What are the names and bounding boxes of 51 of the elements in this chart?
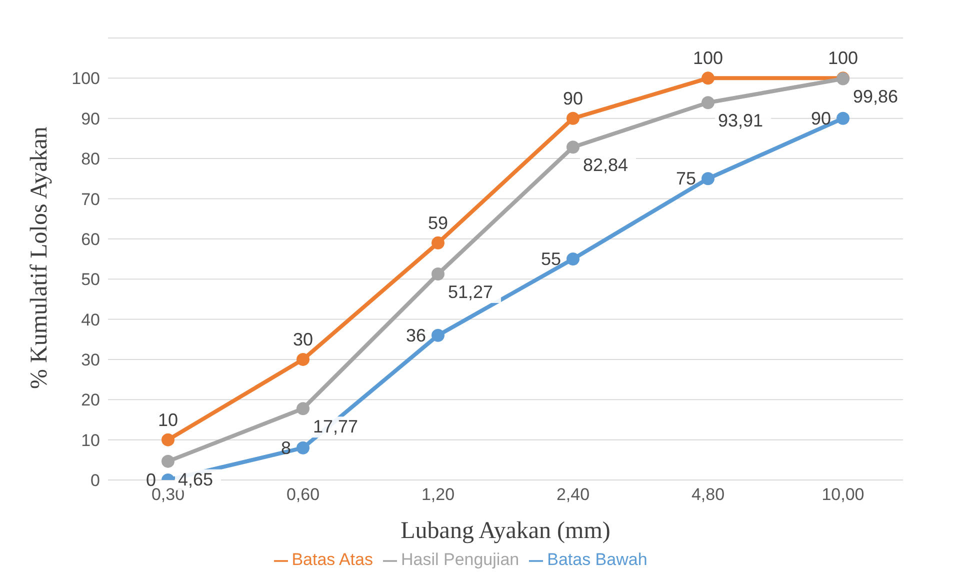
point [162, 433, 174, 446]
data-label: 30 [292, 329, 314, 350]
data-label: 99,86 [853, 86, 898, 107]
point [432, 236, 444, 250]
data-label: 17,77 [313, 416, 358, 437]
point [432, 328, 444, 342]
point [566, 140, 580, 154]
x-axis-title: Lubang Ayakan (mm) [400, 518, 610, 544]
x-tick-label: 10,00 [822, 485, 864, 504]
x-tick-label: 1,20 [421, 485, 455, 504]
point [566, 252, 580, 266]
point [296, 402, 310, 416]
y-tick-label: 40 [81, 310, 100, 330]
data-label: 90 [810, 108, 831, 128]
point [566, 112, 580, 125]
point [432, 267, 444, 280]
point [162, 454, 174, 468]
data-label: 90 [562, 88, 584, 108]
data-label: 51,27 [448, 282, 494, 302]
x-tick-label: 0,60 [286, 485, 320, 504]
data-label: 93,91 [718, 110, 764, 131]
y-axis-title: % Kumulatif Lolos Ayakan [26, 126, 53, 389]
y-tick-label: 20 [81, 390, 100, 410]
data-label: 55 [540, 249, 561, 269]
point [836, 112, 850, 125]
y-tick-label: 0 [90, 471, 100, 490]
point [702, 172, 714, 186]
point [702, 72, 714, 85]
y-tick-label: 60 [81, 230, 100, 249]
data-label: 10 [158, 410, 178, 430]
legend-label: Batas Bawah [547, 550, 648, 569]
point [702, 96, 714, 110]
y-tick-label: 70 [81, 190, 100, 209]
x-tick-label: 2,40 [556, 485, 590, 504]
y-tick-label: 80 [81, 150, 100, 169]
y-tick-label: 10 [81, 430, 100, 450]
x-tick-label: 4,80 [691, 485, 725, 504]
y-tick-label: 50 [81, 270, 100, 290]
point [296, 441, 310, 454]
data-label: 100 [828, 48, 858, 68]
y-tick-label: 30 [81, 350, 100, 370]
point [296, 352, 310, 366]
legend-label: Hasil Pengujian [400, 550, 520, 569]
data-label: 100 [692, 48, 724, 68]
data-label: 82,84 [583, 155, 628, 176]
data-label: 75 [676, 168, 696, 189]
y-tick-label: 100 [72, 69, 100, 88]
data-label: 36 [406, 325, 426, 346]
legend-label: Batas Atas [292, 550, 373, 569]
y-tick-label: 90 [81, 109, 100, 128]
data-label: 59 [428, 212, 448, 233]
